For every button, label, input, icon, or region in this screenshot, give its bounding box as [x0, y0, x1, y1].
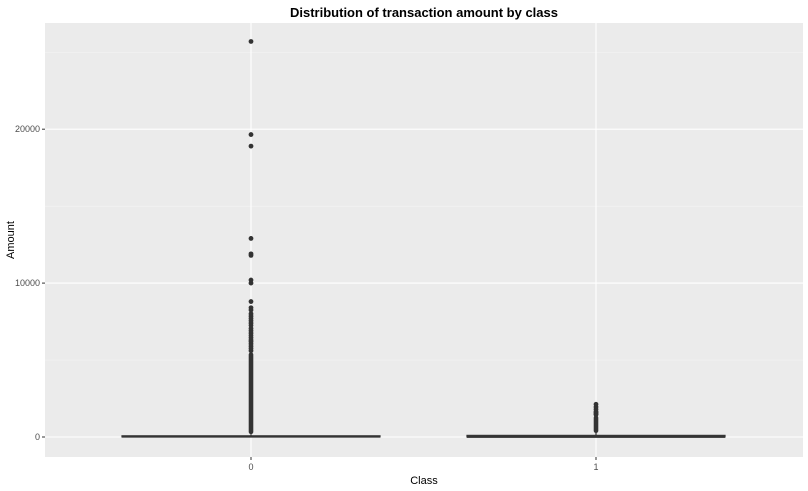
x-tick-label: 1 — [593, 462, 598, 472]
y-axis-title: Amount — [5, 221, 17, 259]
outlier-point — [248, 311, 254, 317]
outlier-point — [248, 299, 254, 304]
outlier-point — [248, 277, 254, 283]
minor-gridlines — [45, 51, 803, 361]
y-tick-label: 10000 — [15, 278, 40, 288]
panel-background — [45, 23, 803, 457]
plot-marks — [121, 39, 726, 438]
outlier-streak — [593, 415, 599, 433]
outlier-point — [248, 132, 254, 137]
chart-title: Distribution of transaction amount by cl… — [290, 5, 558, 20]
x-axis-title: Class — [410, 475, 438, 487]
outlier-point — [248, 236, 254, 241]
outlier-point — [593, 401, 599, 407]
outlier-point — [248, 39, 254, 44]
outlier-point — [248, 143, 254, 149]
y-tick-label: 0 — [35, 432, 40, 442]
x-tick-label: 0 — [248, 462, 253, 472]
outlier-point — [248, 251, 254, 257]
y-axis-ticks: 0 10000 20000 — [15, 124, 45, 442]
outlier-streak — [248, 352, 254, 435]
outlier-point — [248, 305, 254, 311]
y-tick-label: 20000 — [15, 124, 40, 134]
